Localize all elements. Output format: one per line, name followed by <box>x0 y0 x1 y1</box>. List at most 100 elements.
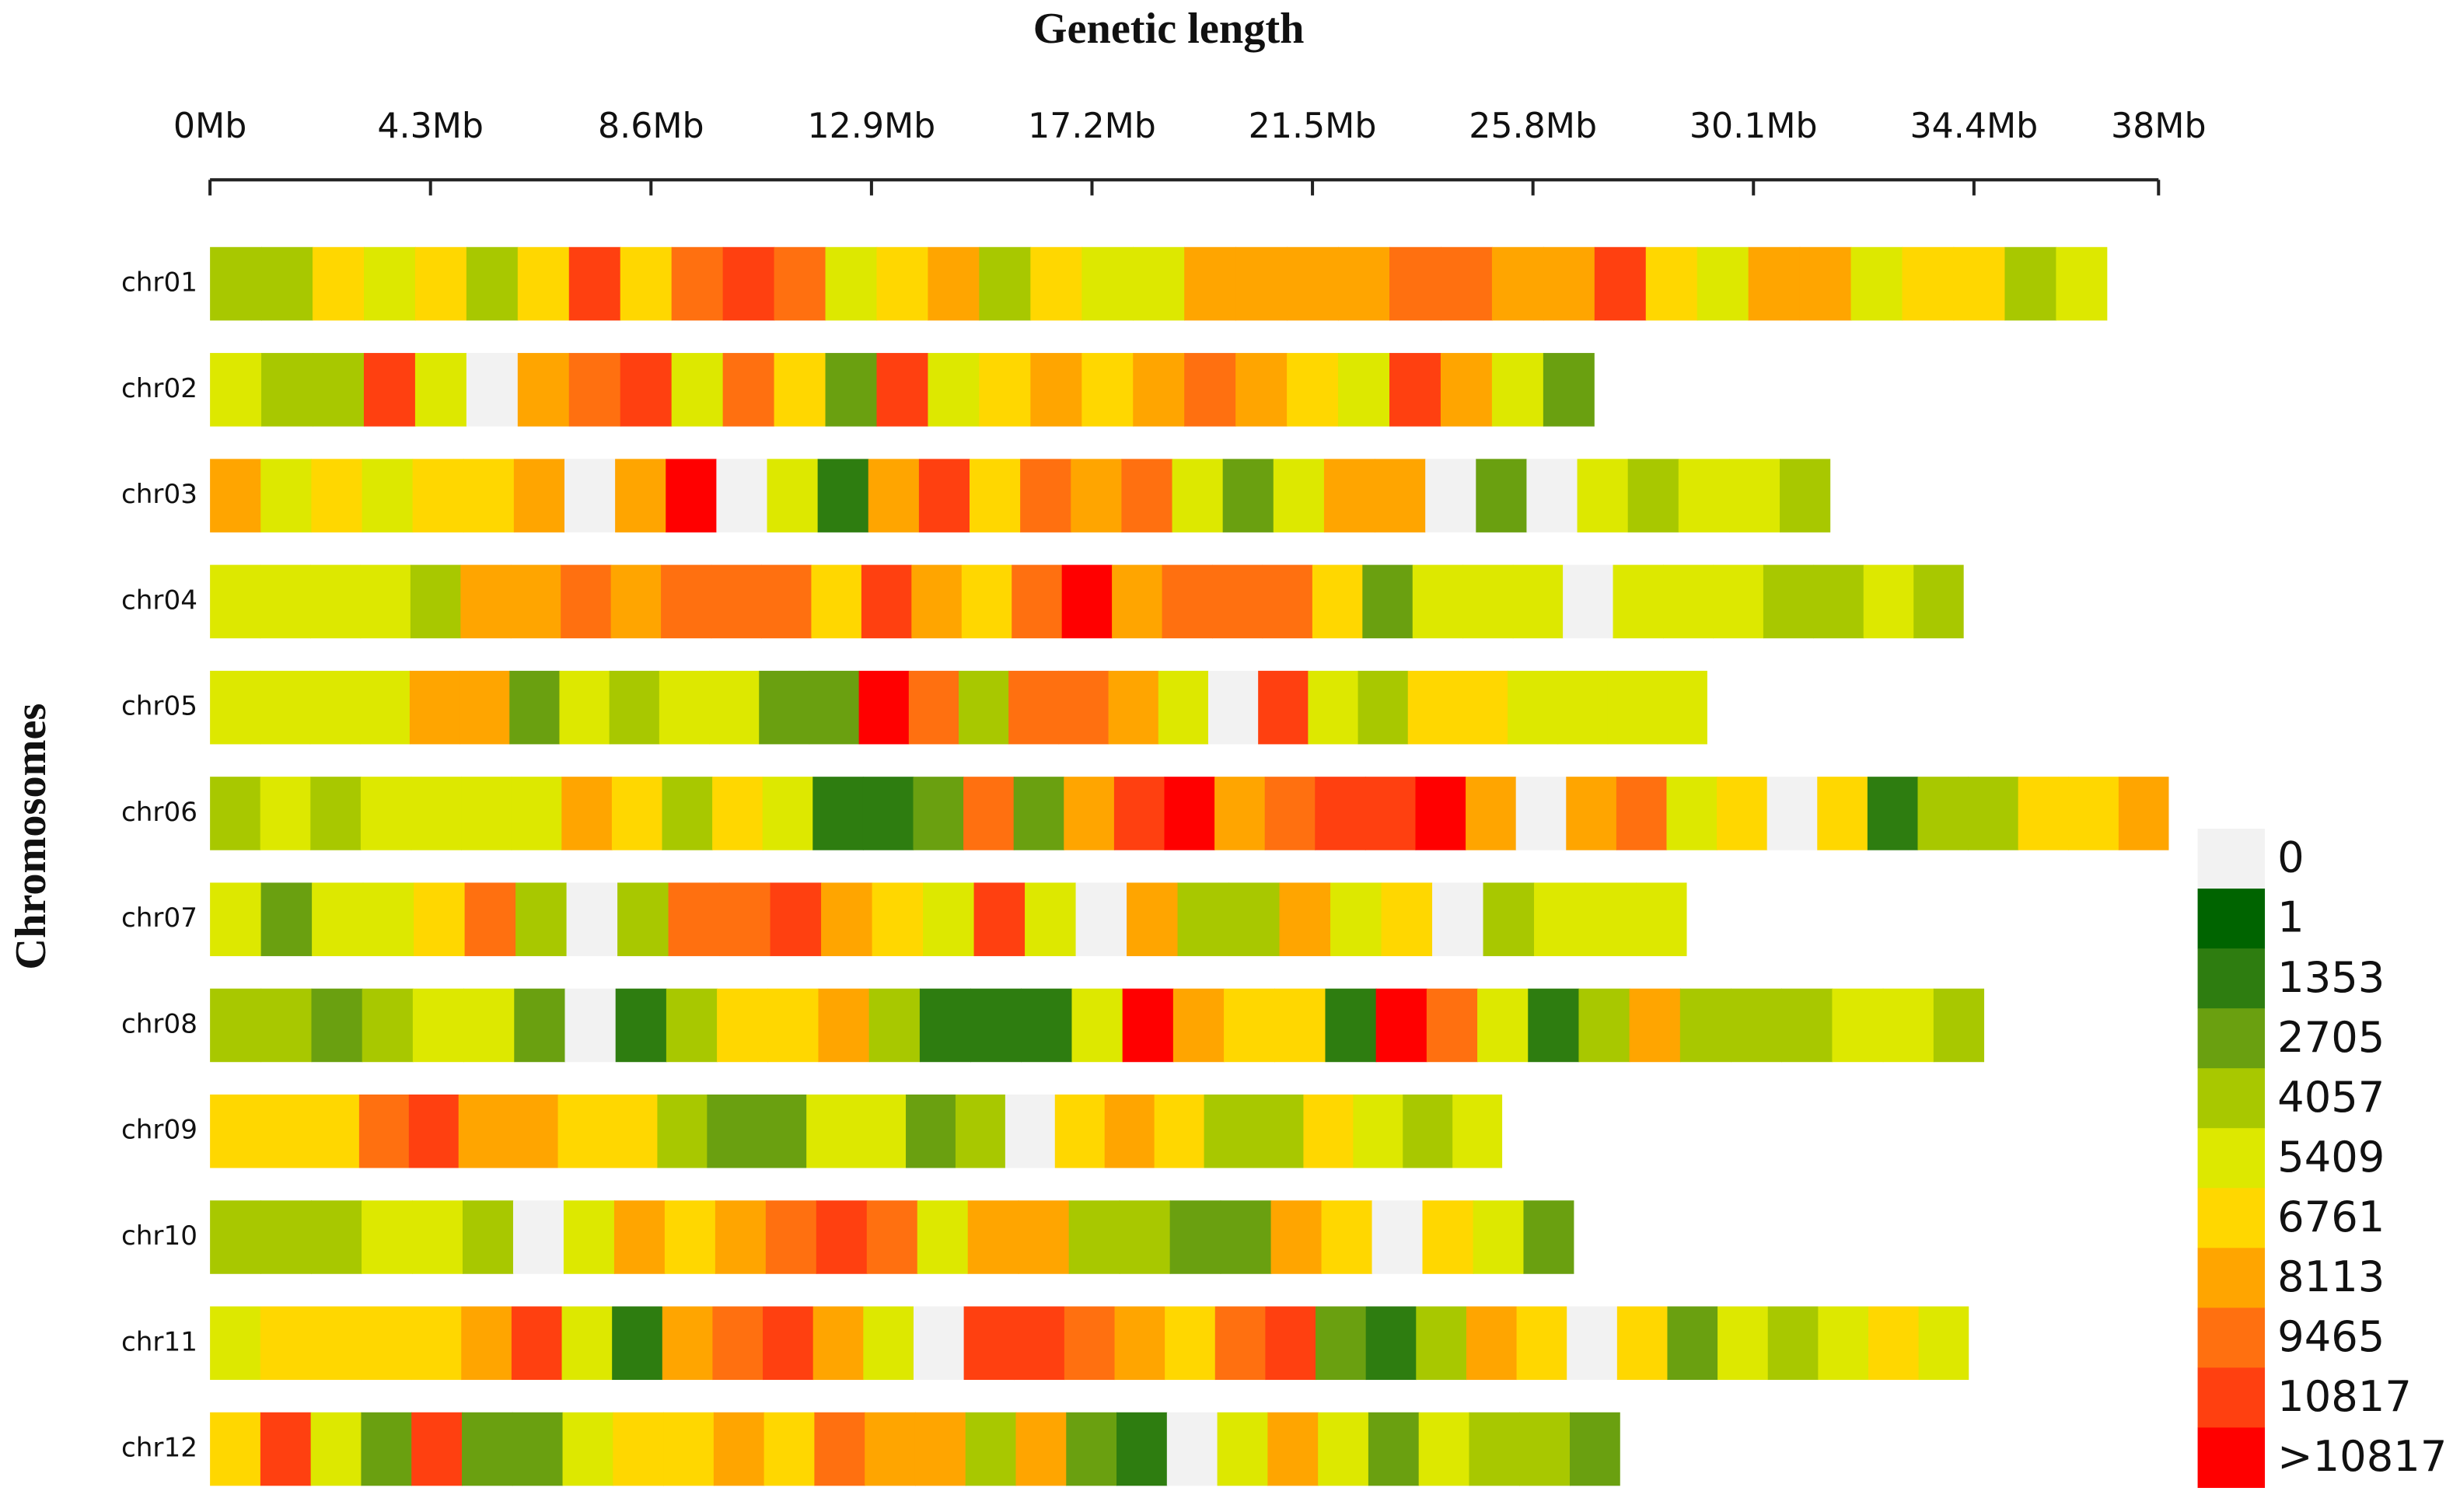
density-bin <box>260 1306 312 1381</box>
density-bin <box>1068 1200 1120 1274</box>
density-bin <box>361 1306 412 1381</box>
density-bin <box>858 670 910 745</box>
density-bin <box>1781 988 1833 1063</box>
density-bin <box>1321 1200 1373 1274</box>
density-bin <box>210 459 262 533</box>
density-bin <box>1850 246 1903 321</box>
density-bin <box>1204 1094 1255 1168</box>
density-bin <box>615 988 667 1063</box>
density-bin <box>568 246 621 321</box>
density-bin <box>1013 777 1065 850</box>
density-bin <box>557 1094 609 1168</box>
density-bin <box>1122 988 1174 1063</box>
density-bin <box>362 459 414 533</box>
row-label: chr03 <box>121 479 197 510</box>
density-bin <box>210 670 261 745</box>
density-bin <box>210 1306 261 1381</box>
density-bin <box>462 1200 514 1274</box>
density-bin <box>260 988 313 1063</box>
density-bin <box>309 670 361 745</box>
density-bin <box>260 1200 312 1274</box>
density-bin <box>461 1412 513 1486</box>
density-bin <box>1483 882 1535 956</box>
density-bin <box>312 882 364 956</box>
density-bin <box>1066 1412 1117 1486</box>
density-bin <box>511 777 563 850</box>
density-bin <box>1917 777 1969 850</box>
density-bin <box>1081 246 1134 321</box>
density-bin <box>928 246 980 321</box>
density-bin <box>610 564 662 639</box>
chart-title: Genetic length <box>1033 5 1305 53</box>
density-bin <box>1678 459 1730 533</box>
density-bin <box>1570 1412 1620 1486</box>
density-bin <box>607 1094 659 1168</box>
density-bin <box>1466 777 1517 850</box>
density-bin <box>1330 882 1382 956</box>
density-bin <box>411 1412 463 1486</box>
density-bin <box>876 353 929 427</box>
density-bin <box>1526 459 1578 533</box>
density-bin <box>1338 353 1390 427</box>
density-bin <box>1381 882 1433 956</box>
density-bin <box>210 564 261 639</box>
legend-label: 1353 <box>2277 953 2385 1002</box>
density-bin <box>911 564 963 639</box>
density-bin <box>1121 459 1173 533</box>
density-bin <box>914 1412 966 1486</box>
density-bin <box>1519 1412 1571 1486</box>
density-bin <box>1425 459 1477 533</box>
row-label: chr01 <box>121 267 197 299</box>
density-bin <box>671 353 724 427</box>
density-bin <box>1418 1412 1470 1486</box>
density-bin <box>923 882 975 956</box>
legend-swatch <box>2197 1308 2266 1368</box>
density-bin <box>1014 1306 1065 1381</box>
density-bin <box>260 670 311 745</box>
density-bin <box>2056 246 2108 321</box>
density-bin <box>1508 670 1559 745</box>
density-bin <box>513 459 565 533</box>
density-bin <box>1799 246 1852 321</box>
density-bin <box>1462 564 1514 639</box>
density-bin <box>562 1412 614 1486</box>
density-bin <box>1629 988 1681 1063</box>
density-bin <box>512 1200 564 1274</box>
density-bin <box>2118 777 2169 850</box>
density-bin <box>1717 1306 1769 1381</box>
density-bin <box>913 1306 965 1381</box>
density-bin <box>1717 777 1768 850</box>
legend-label: 1 <box>2277 893 2304 942</box>
density-bin <box>1064 777 1115 850</box>
density-bin <box>760 564 812 639</box>
density-bin <box>1933 988 1985 1063</box>
density-bin <box>1375 459 1426 533</box>
density-bin <box>515 882 568 956</box>
density-bin <box>362 882 414 956</box>
density-bin <box>360 564 411 639</box>
density-bin <box>1164 777 1215 850</box>
density-bin <box>466 246 519 321</box>
density-bin <box>959 670 1010 745</box>
density-bin <box>1567 1306 1618 1381</box>
density-bin <box>717 988 769 1063</box>
density-bin <box>812 777 864 850</box>
density-bin <box>716 459 768 533</box>
density-bin <box>358 1094 410 1168</box>
density-bin <box>1389 246 1441 321</box>
density-bin <box>361 1412 413 1486</box>
density-bin <box>1054 1094 1106 1168</box>
row-label: chr09 <box>121 1115 197 1146</box>
density-bin <box>1645 246 1698 321</box>
legend-label: 6761 <box>2277 1192 2385 1241</box>
row-label: chr10 <box>121 1220 197 1252</box>
row-label: chr08 <box>121 1008 197 1039</box>
density-bin <box>313 353 365 427</box>
density-bin <box>464 882 516 956</box>
density-bin <box>1265 1306 1316 1381</box>
density-bin <box>363 353 416 427</box>
density-bin <box>1563 564 1614 639</box>
density-bin <box>1432 882 1484 956</box>
density-bin <box>1253 1094 1305 1168</box>
